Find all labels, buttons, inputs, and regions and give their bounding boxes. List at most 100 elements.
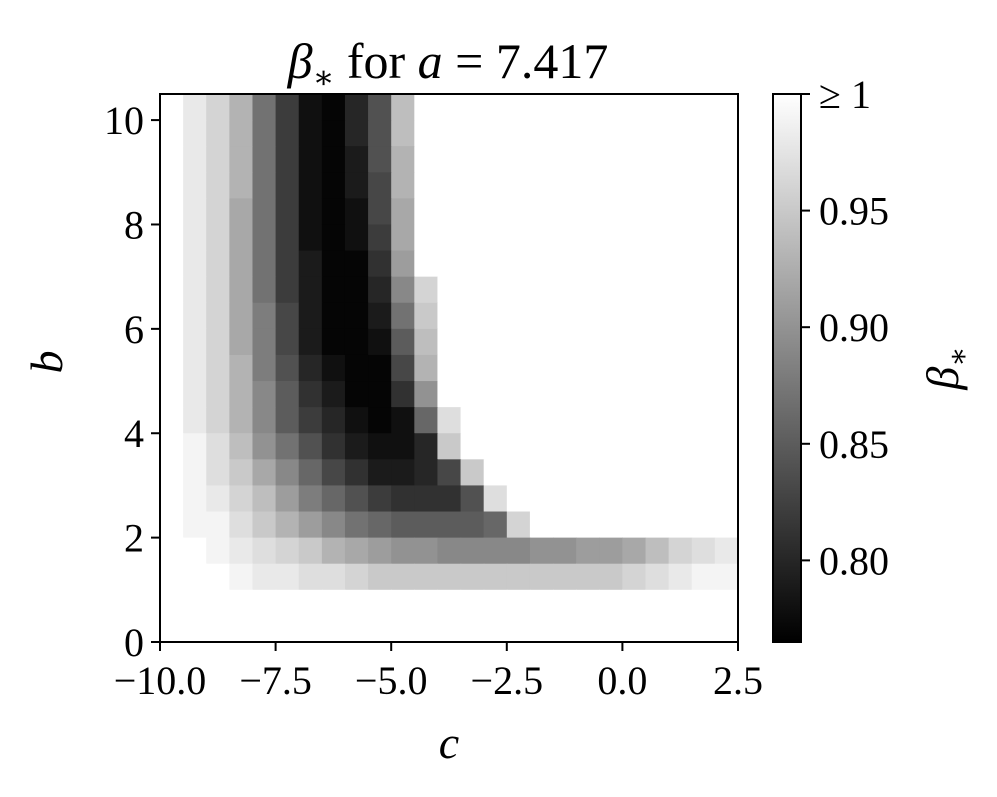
y-tick-label: 6 (124, 307, 144, 352)
heatmap-cell (529, 511, 554, 539)
heatmap-cell (599, 511, 623, 539)
heatmap-cell (668, 511, 693, 539)
heatmap-cell (160, 433, 184, 460)
heatmap-cell (714, 537, 739, 565)
heatmap-cell (622, 433, 647, 460)
heatmap-cell (183, 563, 207, 591)
heatmap-cell (414, 250, 439, 278)
heatmap-cell (714, 511, 739, 539)
heatmap-cell (252, 485, 277, 513)
heatmap-cell (206, 589, 230, 617)
heatmap-cell (691, 381, 716, 408)
heatmap-cell (691, 459, 716, 487)
heatmap-cell (183, 511, 207, 539)
heatmap-cell (691, 250, 716, 278)
heatmap-cell (321, 485, 346, 513)
heatmap-cell (460, 172, 485, 199)
heatmap-cell (229, 94, 254, 121)
heatmap-cell (206, 563, 230, 591)
heatmap-cell (160, 485, 184, 513)
heatmap-cell (275, 224, 300, 252)
heatmap-cell (321, 146, 346, 173)
heatmap-cell (229, 407, 254, 434)
heatmap-cell (460, 146, 485, 173)
colorbar-tick-label: 0.90 (819, 305, 889, 350)
heatmap-cell (506, 589, 531, 617)
heatmap-cell (183, 302, 207, 330)
heatmap-cell (460, 94, 485, 121)
heatmap-cell (368, 94, 392, 121)
heatmap-cell (391, 511, 415, 539)
heatmap-cell (183, 381, 207, 408)
heatmap-cell (622, 563, 647, 591)
heatmap-cell (229, 146, 254, 173)
heatmap-cell (183, 354, 207, 382)
x-tick-label: 2.5 (713, 658, 763, 703)
heatmap-cell (437, 276, 462, 304)
heatmap-cell (483, 511, 508, 539)
heatmap-cell (414, 485, 439, 513)
heatmap-cell (183, 433, 207, 460)
heatmap-cell (183, 589, 207, 617)
heatmap-cell (622, 94, 647, 121)
heatmap-cell (668, 563, 693, 591)
heatmap-cell (599, 381, 623, 408)
heatmap-cell (391, 433, 415, 460)
heatmap-cell (599, 328, 623, 356)
heatmap-cell (529, 589, 554, 617)
heatmap-cell (668, 120, 693, 147)
heatmap-cell (391, 459, 415, 487)
heatmap-cell (622, 198, 647, 226)
heatmap-cell (298, 589, 323, 617)
heatmap-cell (645, 198, 670, 226)
heatmap-cell (645, 328, 670, 356)
heatmap-cell (437, 198, 462, 226)
heatmap-cell (183, 172, 207, 199)
heatmap-cell (183, 224, 207, 252)
heatmap-cell (275, 563, 300, 591)
heatmap-cell (391, 94, 415, 121)
heatmap-cell (576, 120, 600, 147)
heatmap-cell (576, 459, 600, 487)
heatmap-cell (576, 589, 600, 617)
heatmap-cell (206, 511, 230, 539)
heatmap-cell (437, 407, 462, 434)
heatmap-cell (645, 511, 670, 539)
heatmap-cell (344, 485, 369, 513)
heatmap-cell (529, 198, 554, 226)
heatmap-cell (691, 537, 716, 565)
heatmap-cell (437, 354, 462, 382)
heatmap-cell (506, 172, 531, 199)
heatmap-cell (460, 485, 485, 513)
heatmap-cell (229, 120, 254, 147)
heatmap-cell (483, 563, 508, 591)
heatmap-cell (275, 198, 300, 226)
heatmap-cell (553, 381, 577, 408)
heatmap-cell (691, 589, 716, 617)
heatmap-cell (298, 563, 323, 591)
heatmap-cell (668, 94, 693, 121)
heatmap-cell (460, 354, 485, 382)
heatmap-cell (368, 224, 392, 252)
heatmap-cell (206, 198, 230, 226)
heatmap-cell (668, 537, 693, 565)
heatmap-cell (645, 485, 670, 513)
heatmap-cell (321, 172, 346, 199)
heatmap-cell (368, 459, 392, 487)
heatmap-cell (229, 589, 254, 617)
heatmap-cell (483, 94, 508, 121)
heatmap-cell (344, 172, 369, 199)
heatmap-cell (529, 172, 554, 199)
heatmap-cell (553, 94, 577, 121)
heatmap-cell (437, 146, 462, 173)
heatmap-cell (691, 511, 716, 539)
heatmap-cell (437, 302, 462, 330)
heatmap-cell (298, 407, 323, 434)
heatmap-cell (553, 172, 577, 199)
heatmap-cell (252, 302, 277, 330)
heatmap-cell (622, 511, 647, 539)
heatmap-cell (576, 381, 600, 408)
heatmap-cell (599, 302, 623, 330)
x-tick-label: −2.5 (471, 658, 544, 703)
heatmap-cell (252, 198, 277, 226)
